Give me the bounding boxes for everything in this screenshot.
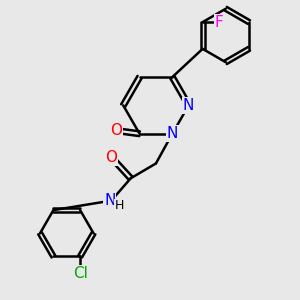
Text: O: O (105, 150, 117, 165)
Text: F: F (214, 15, 223, 30)
Text: N: N (104, 193, 116, 208)
Text: Cl: Cl (73, 266, 88, 281)
Text: O: O (110, 123, 122, 138)
Text: N: N (167, 126, 178, 141)
Text: H: H (115, 200, 124, 212)
Text: N: N (183, 98, 194, 113)
